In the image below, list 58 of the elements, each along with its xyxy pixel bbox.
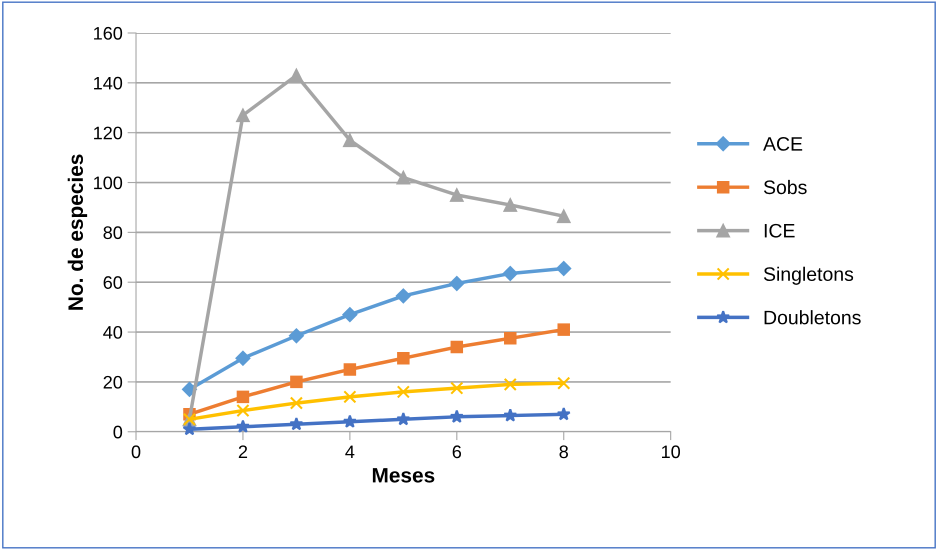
point [342, 414, 357, 428]
point [450, 188, 464, 202]
point [396, 170, 410, 184]
point [236, 404, 250, 418]
point [344, 363, 356, 376]
point [557, 376, 570, 390]
x-axis-title: Meses [372, 468, 434, 483]
y-tick-label: 40 [103, 326, 122, 339]
point [236, 419, 250, 433]
legend-label: Doubletons [764, 310, 861, 324]
y-tick-label: 0 [113, 426, 122, 438]
point [504, 378, 517, 391]
point [290, 376, 303, 388]
y-tick-label: 20 [104, 376, 122, 389]
point [396, 412, 410, 426]
point [397, 352, 410, 364]
legend-label: ACE [763, 137, 802, 151]
y-tick-label: 160 [94, 26, 122, 40]
point [449, 276, 464, 292]
y-tick-label: 140 [94, 76, 122, 90]
point [236, 390, 250, 404]
point [556, 407, 571, 420]
legend-label: Sobs [764, 180, 807, 194]
y-axis-title: No. de especies [68, 154, 88, 310]
y-tick-label: 100 [94, 176, 122, 190]
point [289, 68, 304, 82]
point [289, 416, 304, 430]
point [450, 340, 464, 354]
point [182, 422, 196, 436]
point [502, 266, 518, 282]
y-tick-label: 80 [104, 226, 122, 240]
point [290, 396, 304, 410]
point [342, 307, 358, 322]
x-tick-label: 0 [132, 445, 140, 458]
legend-label: ICE [764, 224, 795, 238]
point [556, 260, 572, 276]
point [342, 133, 357, 148]
point [236, 108, 250, 122]
point [556, 209, 571, 224]
legend-label: Singletons [764, 266, 854, 285]
x-tick-label: 10 [662, 445, 680, 458]
x-tick-label: 2 [238, 445, 248, 458]
point [503, 198, 518, 212]
x-tick-label: 6 [452, 445, 462, 458]
point [504, 332, 517, 345]
point [450, 382, 464, 395]
point [343, 390, 356, 404]
y-tick-label: 120 [94, 126, 122, 140]
point [288, 328, 304, 344]
y-tick-label: 60 [104, 276, 122, 289]
point [450, 410, 464, 423]
x-tick-label: 8 [560, 445, 568, 458]
point [503, 408, 518, 422]
point [396, 385, 410, 398]
point [557, 323, 570, 336]
x-tick-label: 4 [345, 446, 354, 458]
point [235, 350, 251, 366]
point [396, 288, 411, 304]
